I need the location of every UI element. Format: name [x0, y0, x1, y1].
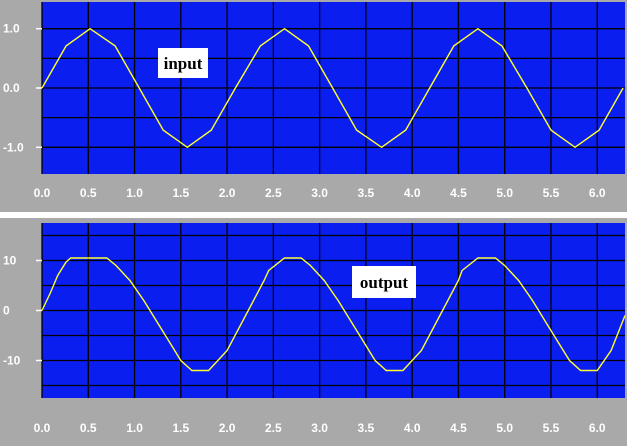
input-x-tick-label: 5.5: [543, 186, 560, 200]
output-series-line: [41, 257, 626, 372]
output-x-tick-label: 5.5: [543, 421, 560, 435]
output-x-tick-labels: 0.0 0.5 1.0 1.5 2.0 2.5 3.0 3.5 4.0 4.5 5.0 5.5 6.0: [34, 421, 606, 435]
output-y-tick-label: 10: [3, 254, 17, 268]
output-x-tick-label: 1.0: [126, 421, 143, 435]
input-x-tick-label: 3.5: [358, 186, 375, 200]
input-annotation: input: [158, 48, 208, 78]
input-series-line: [41, 27, 624, 149]
output-x-tick-label: 4.0: [404, 421, 421, 435]
output-annotation-label: output: [360, 273, 409, 292]
input-gridlines: [41, 2, 625, 174]
input-y-tick-label: 1.0: [3, 22, 20, 36]
output-gridlines: [41, 223, 625, 398]
input-x-tick-label: 3.0: [311, 186, 328, 200]
input-y-tick-label: -1.0: [3, 140, 24, 154]
output-annotation-box: [352, 266, 416, 298]
input-x-tick-label: 2.0: [219, 186, 236, 200]
output-x-tick-label: 0.5: [80, 421, 97, 435]
output-y-tick-labels: 10 0 -10: [3, 254, 42, 368]
output-x-tick-label: 3.5: [358, 421, 375, 435]
input-x-tick-label: 4.0: [404, 186, 421, 200]
output-x-tick-label: 1.5: [172, 421, 189, 435]
input-y-tick-label: 0.0: [3, 81, 20, 95]
input-x-tick-label: 0.5: [80, 186, 97, 200]
output-x-tick-label: 2.0: [219, 421, 236, 435]
input-x-tick-label: 6.0: [589, 186, 606, 200]
output-x-tick-label: 6.0: [589, 421, 606, 435]
output-x-tick-label: 5.0: [496, 421, 513, 435]
input-x-tick-label: 0.0: [34, 186, 51, 200]
output-x-tick-label: 3.0: [311, 421, 328, 435]
output-x-tick-label: 2.5: [265, 421, 282, 435]
input-x-tick-label: 2.5: [265, 186, 282, 200]
input-x-tick-label: 1.5: [172, 186, 189, 200]
output-x-tick-label: 4.5: [450, 421, 467, 435]
input-x-tick-label: 4.5: [450, 186, 467, 200]
input-x-tick-label: 1.0: [126, 186, 143, 200]
input-annotation-box: [158, 48, 208, 78]
output-x-tick-label: 0.0: [34, 421, 51, 435]
output-annotation: output: [352, 266, 416, 298]
input-y-tick-labels: 1.0 0.0 -1.0: [3, 22, 42, 154]
input-x-tick-label: 5.0: [496, 186, 513, 200]
input-x-tick-labels: 0.0 0.5 1.0 1.5 2.0 2.5 3.0 3.5 4.0 4.5 5.0 5.5 6.0: [34, 186, 606, 200]
output-y-tick-label: 0: [3, 304, 10, 318]
output-y-tick-label: -10: [3, 354, 21, 368]
input-annotation-label: input: [164, 54, 203, 73]
